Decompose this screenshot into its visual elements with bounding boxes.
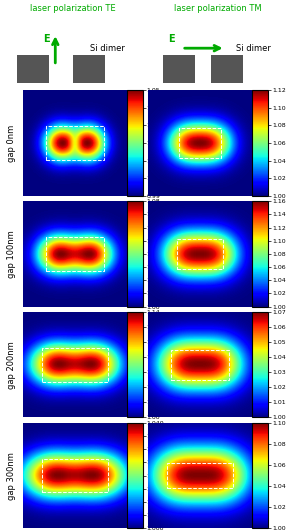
Text: E: E (168, 35, 175, 45)
Text: laser polarization TE: laser polarization TE (30, 4, 116, 13)
Text: E: E (43, 35, 50, 45)
FancyBboxPatch shape (73, 55, 105, 83)
Bar (167, 463, 233, 488)
Bar (177, 239, 223, 269)
Bar (46, 126, 104, 160)
Text: gap 100nm: gap 100nm (7, 230, 16, 278)
Text: gap 200nm: gap 200nm (7, 341, 16, 389)
FancyBboxPatch shape (211, 55, 243, 83)
Bar (171, 350, 229, 380)
Bar (46, 237, 104, 271)
Bar (179, 129, 221, 158)
Text: gap 0nm: gap 0nm (7, 124, 16, 161)
Bar (42, 459, 108, 492)
Text: Si dimer: Si dimer (236, 44, 271, 53)
FancyBboxPatch shape (163, 55, 195, 83)
FancyBboxPatch shape (17, 55, 49, 83)
Bar (42, 348, 108, 382)
Text: Si dimer: Si dimer (90, 44, 125, 53)
Text: laser polarization TM: laser polarization TM (174, 4, 262, 13)
Text: gap 300nm: gap 300nm (7, 452, 16, 500)
